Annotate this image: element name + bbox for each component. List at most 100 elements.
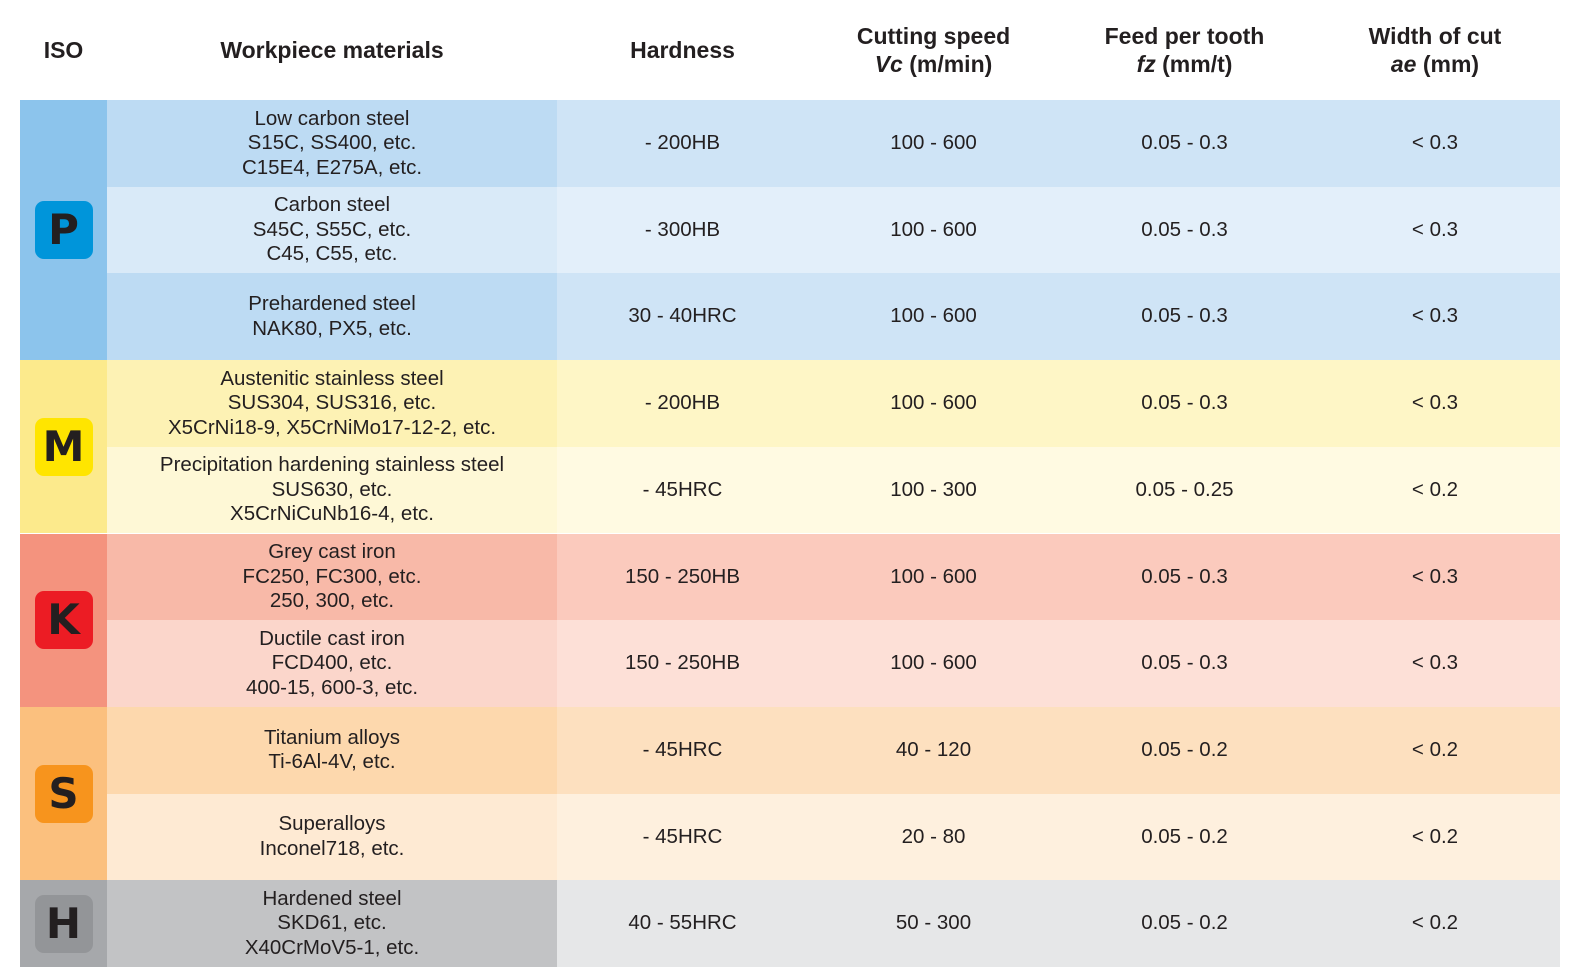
width-of-cut-cell: < 0.3 — [1310, 186, 1560, 274]
iso-group-k: K Grey cast iron FC250, FC300, etc. 250, 30… — [20, 533, 1560, 707]
material-grades: 400-15, 600-3, etc. — [245, 675, 419, 699]
hardness-cell: 150 - 250HB — [557, 533, 808, 621]
table-row: Ductile cast iron FCD400, etc. 400-15, 600… — [107, 620, 1560, 707]
hardness-cell: - 200HB — [557, 100, 808, 187]
material-name: Carbon steel — [273, 193, 391, 217]
feed-per-tooth-cell: 0.05 - 0.25 — [1059, 446, 1310, 534]
hardness-cell: - 45HRC — [557, 706, 808, 794]
iso-badge-s: S — [34, 764, 93, 823]
material-grades: Ti-6Al-4V, etc. — [268, 750, 396, 774]
cutting-conditions-table: ISO Workpiece materials Hardness Cutting… — [20, 0, 1560, 967]
iso-group-s: S Titanium alloys Ti-6Al-4V, etc. - 45HRC 40… — [20, 706, 1560, 881]
material-grades: 250, 300, etc. — [269, 589, 395, 613]
table-row: Carbon steel S45C, S55C, etc. C45, C55, et… — [107, 186, 1560, 274]
feed-per-tooth-cell: 0.05 - 0.3 — [1059, 360, 1310, 447]
material-name: Titanium alloys — [264, 725, 400, 749]
cutting-speed-cell: 100 - 600 — [808, 100, 1059, 187]
material-grades: Inconel718, etc. — [259, 836, 405, 860]
workpiece-material-cell: Precipitation hardening stainless steel S… — [107, 446, 557, 534]
hardness-cell: 40 - 55HRC — [557, 880, 808, 967]
feed-per-tooth-cell: 0.05 - 0.3 — [1059, 100, 1310, 187]
workpiece-material-cell: Grey cast iron FC250, FC300, etc. 250, 300… — [107, 533, 557, 621]
table-row: Grey cast iron FC250, FC300, etc. 250, 300… — [107, 533, 1560, 621]
header-speed-symbol: Vc — [874, 51, 903, 77]
iso-group-h: H Hardened steel SKD61, etc. X40CrMoV5-1, e… — [20, 880, 1560, 967]
cutting-speed-cell: 100 - 600 — [808, 620, 1059, 707]
iso-badge-h: H — [34, 894, 93, 953]
hardness-cell: 150 - 250HB — [557, 620, 808, 707]
hardness-cell: - 300HB — [557, 186, 808, 274]
cutting-speed-cell: 100 - 600 — [808, 186, 1059, 274]
iso-cell: P — [20, 100, 107, 361]
material-grades: S45C, S55C, etc. — [252, 217, 412, 241]
iso-cell: M — [20, 360, 107, 534]
cutting-speed-cell: 100 - 300 — [808, 446, 1059, 534]
material-grades: FCD400, etc. — [271, 651, 393, 675]
width-of-cut-cell: < 0.3 — [1310, 273, 1560, 361]
workpiece-material-cell: Superalloys Inconel718, etc. — [107, 793, 557, 881]
material-grades: C45, C55, etc. — [266, 242, 398, 266]
header-width-of-cut: Width of cut ae (mm) — [1368, 23, 1502, 77]
feed-per-tooth-cell: 0.05 - 0.3 — [1059, 533, 1310, 621]
material-grades: FC250, FC300, etc. — [242, 564, 422, 588]
header-cutting-speed: Cutting speed Vc (m/min) — [856, 23, 1011, 77]
header-feed-unit: (mm/t) — [1162, 51, 1233, 77]
width-of-cut-cell: < 0.3 — [1310, 620, 1560, 707]
table-row: Superalloys Inconel718, etc. - 45HRC 20 - 8… — [107, 793, 1560, 881]
material-name: Precipitation hardening stainless steel — [159, 453, 505, 477]
iso-badge-p: P — [34, 201, 93, 260]
material-grades: C15E4, E275A, etc. — [241, 155, 423, 179]
width-of-cut-cell: < 0.2 — [1310, 446, 1560, 534]
iso-group-p: P Low carbon steel S15C, SS400, etc. C15E4,… — [20, 100, 1560, 361]
header-width-symbol: ae — [1390, 51, 1417, 77]
header-width-unit: (mm) — [1422, 51, 1480, 77]
material-grades: S15C, SS400, etc. — [247, 131, 417, 155]
material-name: Grey cast iron — [268, 540, 396, 564]
material-grades: SUS630, etc. — [271, 477, 393, 501]
header-hardness: Hardness — [630, 37, 735, 63]
workpiece-material-cell: Prehardened steel NAK80, PX5, etc. — [107, 273, 557, 361]
cutting-speed-cell: 50 - 300 — [808, 880, 1059, 967]
material-grades: X5CrNiCuNb16-4, etc. — [230, 502, 434, 526]
table-row: Prehardened steel NAK80, PX5, etc. 30 - 40… — [107, 273, 1560, 361]
material-grades: X5CrNi18-9, X5CrNiMo17-12-2, etc. — [167, 415, 497, 439]
width-of-cut-cell: < 0.3 — [1310, 360, 1560, 447]
workpiece-material-cell: Ductile cast iron FCD400, etc. 400-15, 600… — [107, 620, 557, 707]
iso-cell: K — [20, 533, 107, 707]
header-speed-unit: (m/min) — [909, 51, 993, 77]
header-feed-symbol: fz — [1136, 51, 1156, 77]
material-grades: SUS304, SUS316, etc. — [227, 391, 437, 415]
table-header: ISO Workpiece materials Hardness Cutting… — [20, 0, 1560, 100]
table-row: Low carbon steel S15C, SS400, etc. C15E4, … — [107, 100, 1560, 187]
material-grades: SKD61, etc. — [277, 911, 387, 935]
cutting-speed-cell: 100 - 600 — [808, 360, 1059, 447]
material-name: Austenitic stainless steel — [220, 366, 444, 390]
header-feed-per-tooth: Feed per tooth fz (mm/t) — [1104, 23, 1265, 77]
table-row: Titanium alloys Ti-6Al-4V, etc. - 45HRC 40 … — [107, 706, 1560, 794]
workpiece-material-cell: Hardened steel SKD61, etc. X40CrMoV5-1, et… — [107, 880, 557, 967]
table-row: Precipitation hardening stainless steel S… — [107, 446, 1560, 534]
iso-group-m: M Austenitic stainless steel SUS304, SUS31… — [20, 360, 1560, 534]
workpiece-material-cell: Low carbon steel S15C, SS400, etc. C15E4, … — [107, 100, 557, 187]
cutting-speed-cell: 100 - 600 — [808, 533, 1059, 621]
iso-badge-k: K — [34, 591, 93, 650]
material-name: Ductile cast iron — [259, 626, 405, 650]
feed-per-tooth-cell: 0.05 - 0.3 — [1059, 620, 1310, 707]
feed-per-tooth-cell: 0.05 - 0.2 — [1059, 793, 1310, 881]
feed-per-tooth-cell: 0.05 - 0.3 — [1059, 186, 1310, 274]
width-of-cut-cell: < 0.3 — [1310, 100, 1560, 187]
hardness-cell: - 200HB — [557, 360, 808, 447]
material-name: Superalloys — [278, 812, 386, 836]
table-row: Austenitic stainless steel SUS304, SUS316… — [107, 360, 1560, 447]
cutting-speed-cell: 40 - 120 — [808, 706, 1059, 794]
hardness-cell: - 45HRC — [557, 793, 808, 881]
header-workpiece-materials: Workpiece materials — [220, 37, 444, 63]
cutting-speed-cell: 20 - 80 — [808, 793, 1059, 881]
feed-per-tooth-cell: 0.05 - 0.2 — [1059, 706, 1310, 794]
width-of-cut-cell: < 0.2 — [1310, 706, 1560, 794]
table-row: Hardened steel SKD61, etc. X40CrMoV5-1, et… — [107, 880, 1560, 967]
material-grades: X40CrMoV5-1, etc. — [244, 935, 420, 959]
feed-per-tooth-cell: 0.05 - 0.3 — [1059, 273, 1310, 361]
iso-cell: H — [20, 880, 107, 967]
iso-badge-m: M — [34, 417, 93, 476]
